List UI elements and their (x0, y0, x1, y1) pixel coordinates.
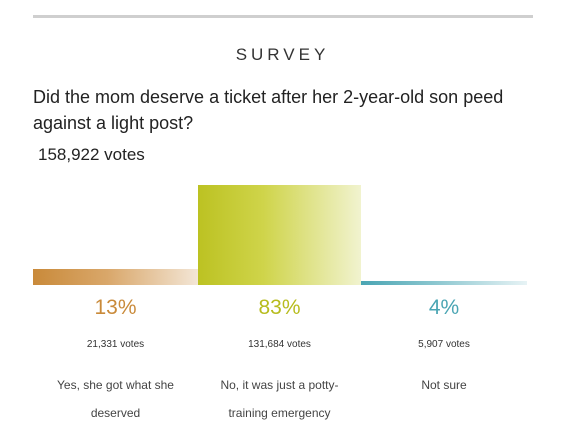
survey-question: Did the mom deserve a ticket after her 2… (33, 87, 504, 133)
option-not-sure-votes: 5,907 votes (418, 339, 470, 350)
option-yes-percent: 13% (94, 296, 137, 319)
option-yes-votes: 21,331 votes (86, 339, 145, 350)
top-divider (33, 15, 533, 18)
results-bar-area (33, 185, 533, 285)
result-bar-not-sure (361, 281, 527, 285)
option-no-votes: 131,684 votes (248, 339, 311, 350)
result-bar-no (198, 185, 361, 285)
option-yes-label: Yes, she got what she deserved (57, 378, 174, 420)
option-no-percent: 83% (258, 296, 301, 319)
option-not-sure: 4% 5,907 votes Not sure (361, 293, 527, 399)
total-votes: 158,922 votes (38, 145, 145, 164)
survey-heading: SURVEY (235, 45, 330, 64)
option-no-label: No, it was just a potty-training emergen… (220, 378, 339, 420)
option-no: 83% 131,684 votes No, it was just a pott… (198, 293, 361, 427)
option-not-sure-percent: 4% (428, 296, 460, 319)
option-not-sure-label: Not sure (421, 378, 467, 392)
result-bar-yes (33, 269, 198, 285)
option-yes: 13% 21,331 votes Yes, she got what she d… (33, 293, 198, 427)
